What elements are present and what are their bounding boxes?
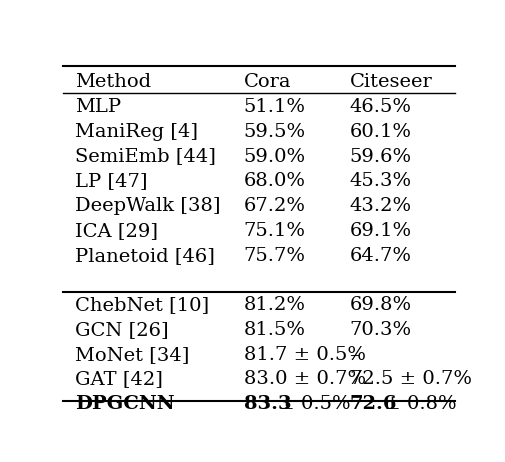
Text: 67.2%: 67.2% (243, 197, 305, 215)
Text: 59.5%: 59.5% (243, 123, 305, 141)
Text: Method: Method (75, 73, 151, 91)
Text: 70.3%: 70.3% (349, 321, 411, 339)
Text: 69.1%: 69.1% (349, 222, 411, 240)
Text: 59.0%: 59.0% (243, 147, 305, 165)
Text: 81.2%: 81.2% (243, 296, 305, 314)
Text: 46.5%: 46.5% (349, 98, 411, 116)
Text: MLP: MLP (75, 98, 121, 116)
Text: –: – (349, 346, 359, 364)
Text: ManiReg [4]: ManiReg [4] (75, 123, 197, 141)
Text: 75.1%: 75.1% (243, 222, 305, 240)
Text: Citeseer: Citeseer (349, 73, 431, 91)
Text: 72.5 ± 0.7%: 72.5 ± 0.7% (349, 371, 471, 389)
Text: DPGCNN: DPGCNN (75, 395, 174, 413)
Text: 59.6%: 59.6% (349, 147, 411, 165)
Text: GCN [26]: GCN [26] (75, 321, 168, 339)
Text: 75.7%: 75.7% (243, 247, 305, 265)
Text: Planetoid [46]: Planetoid [46] (75, 247, 215, 265)
Text: 83.0 ± 0.7%: 83.0 ± 0.7% (243, 371, 365, 389)
Text: DeepWalk [38]: DeepWalk [38] (75, 197, 220, 215)
Text: 64.7%: 64.7% (349, 247, 411, 265)
Text: Cora: Cora (243, 73, 290, 91)
Text: 72.6: 72.6 (349, 395, 396, 413)
Text: ICA [29]: ICA [29] (75, 222, 158, 240)
Text: 81.7 ± 0.5%: 81.7 ± 0.5% (243, 346, 365, 364)
Text: ± 0.8%: ± 0.8% (377, 395, 456, 413)
Text: 81.5%: 81.5% (243, 321, 305, 339)
Text: GAT [42]: GAT [42] (75, 371, 163, 389)
Text: 43.2%: 43.2% (349, 197, 411, 215)
Text: 69.8%: 69.8% (349, 296, 411, 314)
Text: SemiEmb [44]: SemiEmb [44] (75, 147, 216, 165)
Text: 60.1%: 60.1% (349, 123, 411, 141)
Text: 51.1%: 51.1% (243, 98, 305, 116)
Text: ± 0.5%: ± 0.5% (271, 395, 350, 413)
Text: 45.3%: 45.3% (349, 172, 411, 190)
Text: MoNet [34]: MoNet [34] (75, 346, 189, 364)
Text: ChebNet [10]: ChebNet [10] (75, 296, 209, 314)
Text: 68.0%: 68.0% (243, 172, 305, 190)
Text: 83.3: 83.3 (243, 395, 291, 413)
Text: LP [47]: LP [47] (75, 172, 147, 190)
